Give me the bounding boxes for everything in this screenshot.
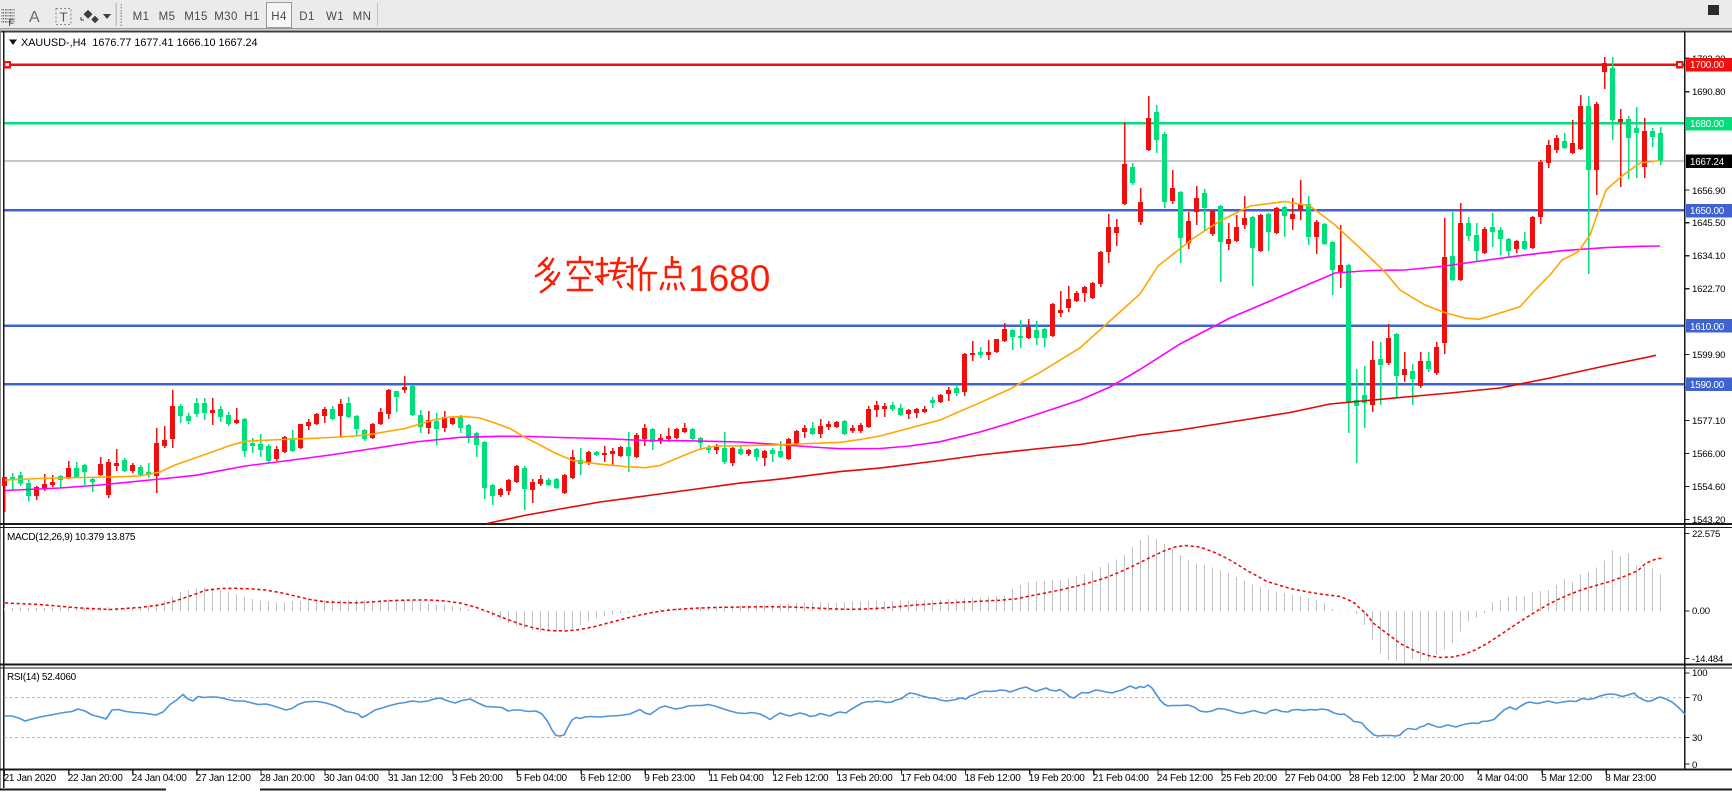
svg-text:1656.90: 1656.90 — [1692, 186, 1725, 197]
svg-text:1634.10: 1634.10 — [1692, 251, 1725, 262]
svg-text:MN: MN — [353, 11, 372, 23]
svg-text:24 Jan 04:00: 24 Jan 04:00 — [132, 773, 188, 784]
svg-text:1645.50: 1645.50 — [1692, 218, 1725, 229]
svg-text:F: F — [9, 18, 15, 28]
svg-text:4 Mar 04:00: 4 Mar 04:00 — [1477, 773, 1528, 784]
svg-text:M1: M1 — [133, 11, 150, 23]
svg-text:-14.484: -14.484 — [1692, 654, 1724, 665]
svg-text:1650.00: 1650.00 — [1690, 206, 1725, 217]
svg-text:31 Jan 12:00: 31 Jan 12:00 — [388, 773, 444, 784]
svg-text:13 Feb 20:00: 13 Feb 20:00 — [837, 773, 894, 784]
svg-text:MACD(12,26,9) 10.379 13.875: MACD(12,26,9) 10.379 13.875 — [7, 532, 136, 543]
svg-text:RSI(14) 52.4060: RSI(14) 52.4060 — [7, 672, 77, 683]
svg-text:1577.10: 1577.10 — [1692, 416, 1725, 427]
svg-text:H4: H4 — [271, 11, 287, 23]
svg-text:24 Feb 12:00: 24 Feb 12:00 — [1157, 773, 1214, 784]
svg-text:2 Mar 20:00: 2 Mar 20:00 — [1413, 773, 1464, 784]
svg-text:H1: H1 — [244, 11, 260, 23]
svg-text:6 Feb 12:00: 6 Feb 12:00 — [580, 773, 631, 784]
svg-text:22.575: 22.575 — [1692, 529, 1720, 540]
svg-text:1566.00: 1566.00 — [1692, 449, 1725, 460]
svg-text:30 Jan 04:00: 30 Jan 04:00 — [324, 773, 380, 784]
svg-text:1680.00: 1680.00 — [1690, 119, 1725, 130]
svg-text:M5: M5 — [159, 11, 176, 23]
svg-text:1690.80: 1690.80 — [1692, 87, 1725, 98]
svg-text:1554.60: 1554.60 — [1692, 482, 1725, 493]
svg-text:1667.24: 1667.24 — [1690, 157, 1725, 168]
svg-text:9 Feb 23:00: 9 Feb 23:00 — [644, 773, 695, 784]
svg-text:0: 0 — [1692, 760, 1697, 771]
svg-text:M15: M15 — [184, 11, 208, 23]
svg-text:1700.00: 1700.00 — [1690, 60, 1725, 71]
svg-text:3 Feb 20:00: 3 Feb 20:00 — [452, 773, 503, 784]
svg-text:M30: M30 — [214, 11, 238, 23]
svg-text:18 Feb 12:00: 18 Feb 12:00 — [965, 773, 1022, 784]
svg-text:22 Jan 20:00: 22 Jan 20:00 — [68, 773, 124, 784]
svg-text:70: 70 — [1692, 693, 1702, 704]
svg-text:12 Feb 12:00: 12 Feb 12:00 — [772, 773, 829, 784]
svg-text:1610.00: 1610.00 — [1690, 322, 1725, 333]
svg-text:1622.70: 1622.70 — [1692, 284, 1725, 295]
svg-text:0.00: 0.00 — [1692, 606, 1710, 617]
svg-text:W1: W1 — [326, 11, 344, 23]
svg-text:1680: 1680 — [688, 258, 770, 299]
svg-text:100: 100 — [1692, 668, 1707, 679]
svg-text:27 Feb 04:00: 27 Feb 04:00 — [1285, 773, 1342, 784]
svg-text:5 Mar 12:00: 5 Mar 12:00 — [1541, 773, 1592, 784]
svg-text:28 Feb 12:00: 28 Feb 12:00 — [1349, 773, 1406, 784]
svg-text:A: A — [29, 9, 40, 26]
svg-text:T: T — [60, 10, 68, 25]
svg-text:30: 30 — [1692, 733, 1702, 744]
svg-text:1543.20: 1543.20 — [1692, 515, 1725, 526]
svg-text:27 Jan 12:00: 27 Jan 12:00 — [196, 773, 252, 784]
svg-text:1599.90: 1599.90 — [1692, 350, 1725, 361]
svg-text:25 Feb 20:00: 25 Feb 20:00 — [1221, 773, 1278, 784]
svg-text:17 Feb 04:00: 17 Feb 04:00 — [901, 773, 958, 784]
svg-text:1590.00: 1590.00 — [1690, 380, 1725, 391]
svg-text:19 Feb 20:00: 19 Feb 20:00 — [1029, 773, 1086, 784]
svg-text:8 Mar 23:00: 8 Mar 23:00 — [1605, 773, 1656, 784]
svg-text:21 Jan 2020: 21 Jan 2020 — [4, 773, 57, 784]
svg-text:11 Feb 04:00: 11 Feb 04:00 — [708, 773, 764, 784]
svg-text:5 Feb 04:00: 5 Feb 04:00 — [516, 773, 567, 784]
svg-text:XAUUSD-,H4 1676.77 1677.41 16: XAUUSD-,H4 1676.77 1677.41 1666.10 1667.… — [21, 37, 258, 49]
svg-text:21 Feb 04:00: 21 Feb 04:00 — [1093, 773, 1150, 784]
svg-text:D1: D1 — [299, 11, 315, 23]
svg-text:28 Jan 20:00: 28 Jan 20:00 — [260, 773, 316, 784]
